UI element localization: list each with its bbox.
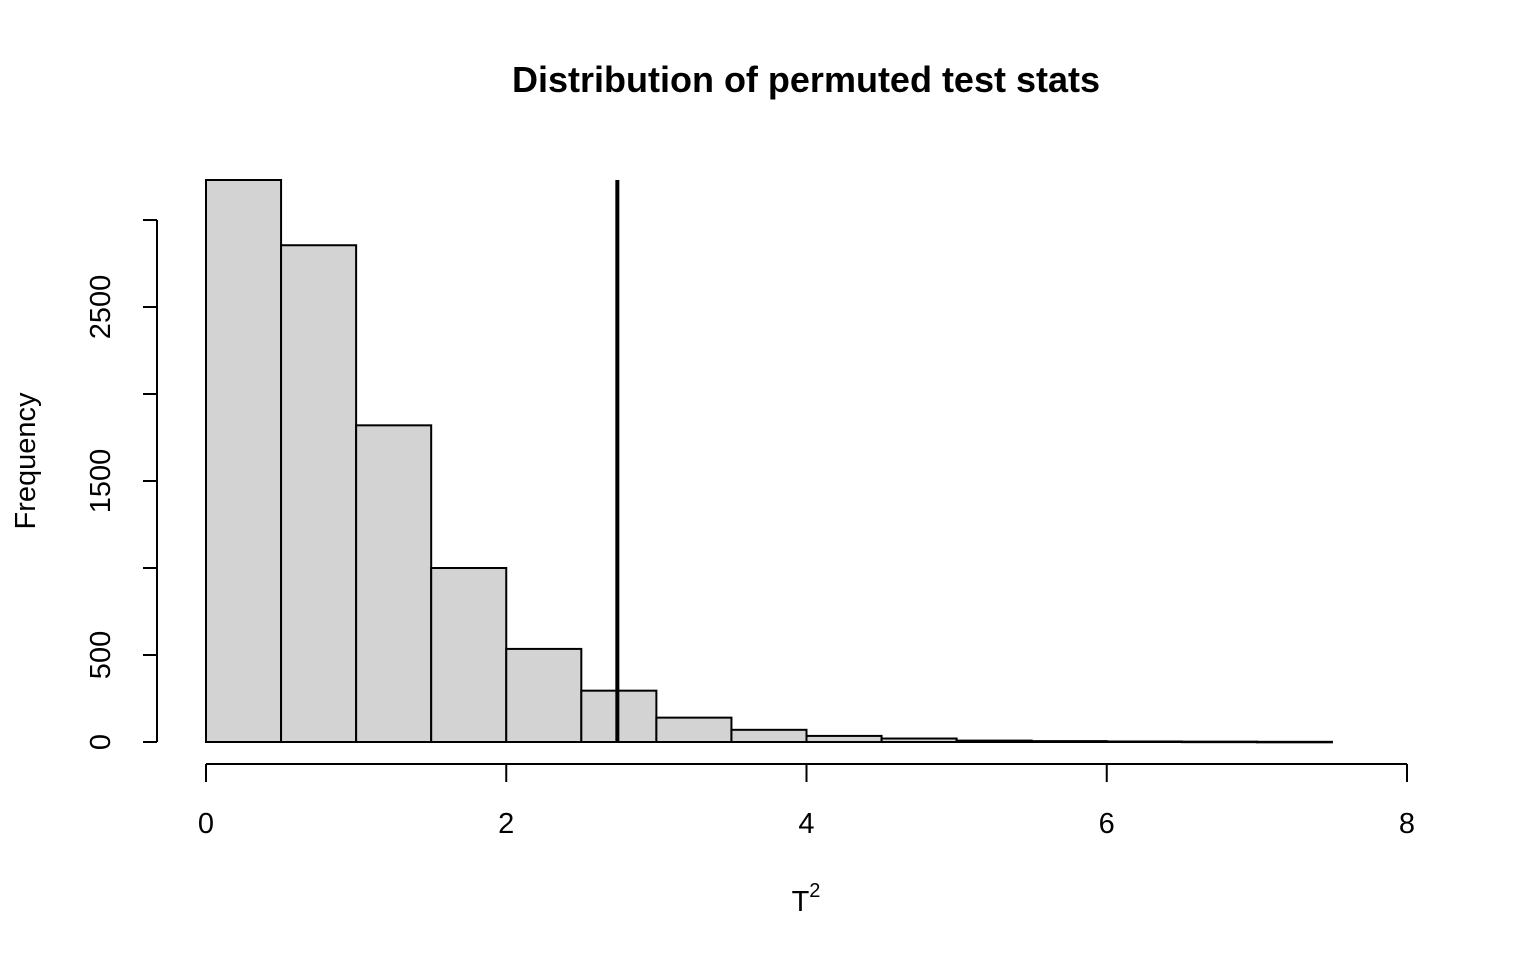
histogram-bar bbox=[205, 179, 283, 743]
histogram-bar bbox=[655, 716, 733, 744]
x-axis: 0 2 4 6 8 bbox=[198, 763, 1415, 840]
histogram-bar bbox=[880, 737, 958, 744]
histogram-bar bbox=[1180, 740, 1258, 744]
bars-group bbox=[205, 179, 1333, 744]
y-tick-label: 500 bbox=[85, 631, 117, 679]
x-tick-label: 0 bbox=[198, 808, 214, 840]
histogram-bar bbox=[730, 728, 808, 744]
y-axis-label: Frequency bbox=[10, 392, 42, 530]
histogram-bar bbox=[955, 739, 1033, 743]
x-tick-label: 8 bbox=[1399, 808, 1415, 840]
histogram-bar bbox=[1030, 740, 1108, 743]
x-axis-label: T2 bbox=[792, 880, 821, 918]
histogram-bar bbox=[430, 567, 508, 743]
x-tick-label: 6 bbox=[1099, 808, 1115, 840]
histogram-bar bbox=[1255, 740, 1333, 744]
histogram-bar bbox=[505, 647, 583, 744]
y-tick-label: 2500 bbox=[85, 275, 117, 340]
histogram-bar bbox=[355, 424, 433, 743]
histogram-bar bbox=[1105, 740, 1183, 744]
x-axis-label-superscript: 2 bbox=[809, 880, 820, 902]
y-tick-label: 0 bbox=[85, 734, 117, 750]
chart-title: Distribution of permuted test stats bbox=[512, 59, 1100, 100]
x-tick-label: 2 bbox=[498, 808, 514, 840]
y-axis: 0 500 1500 2500 bbox=[85, 219, 158, 750]
y-tick-label: 1500 bbox=[85, 449, 117, 514]
histogram-bar bbox=[805, 734, 883, 744]
x-axis-label-base: T bbox=[792, 886, 810, 918]
histogram-bar bbox=[280, 244, 358, 743]
x-tick-label: 4 bbox=[798, 808, 814, 840]
